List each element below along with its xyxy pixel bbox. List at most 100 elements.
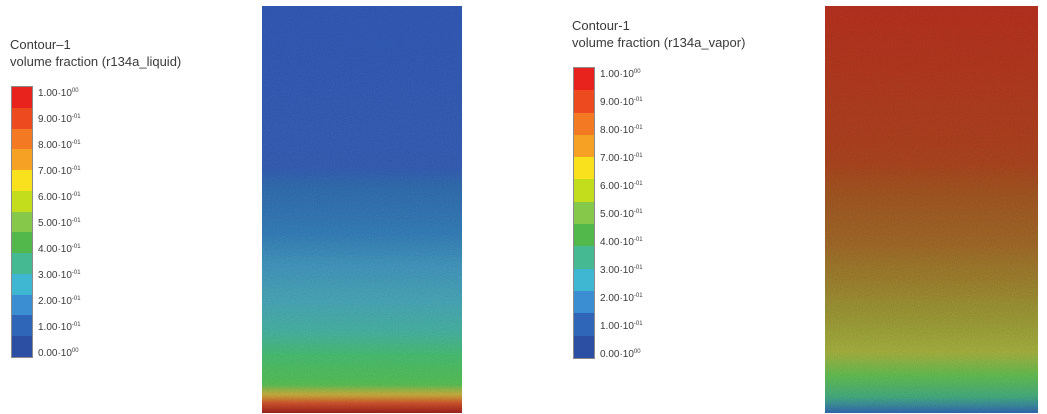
tick-label: 0.00·1000 [600,346,641,361]
tick-mantissa: 9.00·10 [38,114,72,125]
colorbar-segment [574,290,594,314]
tick-exponent: -01 [633,97,643,103]
contour-field-liquid-graphic [262,6,462,413]
colorbar-segment [574,68,594,91]
tick-label: 6.00·10-01 [38,189,81,204]
legend-title: Contour-1 volume fraction (r134a_vapor) [572,17,745,51]
contour-field-liquid [262,6,462,413]
tick-mantissa: 1.00·10 [600,321,634,332]
tick-exponent: -01 [633,153,643,159]
colorbar-segment [574,90,594,113]
tick-mantissa: 8.00·10 [38,140,72,151]
tick-exponent: -01 [633,293,643,299]
tick-label: 3.00·10-01 [600,262,643,277]
tick-label: 2.00·10-01 [38,293,81,308]
tick-mantissa: 0.00·10 [600,349,634,360]
colorbar-segment [12,336,32,357]
tick-exponent: -01 [71,296,81,302]
legend-title-line2: volume fraction (r134a_liquid) [10,54,182,69]
colorbar-segment [574,157,594,180]
colorbar-segment [12,273,32,295]
tick-exponent: -01 [633,321,643,327]
tick-mantissa: 1.00·10 [600,69,634,80]
tick-mantissa: 1.00·10 [38,322,72,333]
colorbar-segment [12,232,32,254]
tick-exponent: 00 [633,349,641,355]
colorbar-segment [12,190,32,212]
tick-label: 1.00·1000 [38,85,79,100]
colorbar-segment [574,112,594,135]
tick-mantissa: 4.00·10 [600,237,634,248]
tick-mantissa: 8.00·10 [600,125,634,136]
colorbar-segment [574,268,594,291]
colorbar-segment [574,201,594,225]
tick-label: 9.00·10-01 [600,94,643,109]
tick-mantissa: 2.00·10 [38,296,72,307]
legend-title-line1: Contour-1 [572,18,630,33]
tick-label: 8.00·10-01 [600,122,643,137]
tick-mantissa: 4.00·10 [38,244,72,255]
colorbar-segment [12,294,32,316]
tick-mantissa: 2.00·10 [600,293,634,304]
colorbar-segment [574,179,594,202]
tick-label: 5.00·10-01 [600,206,643,221]
tick-exponent: -01 [71,218,81,224]
tick-exponent: -01 [633,181,643,187]
tick-exponent: -01 [633,237,643,243]
tick-labels: 1.00·1000 9.00·10-01 8.00·10-01 7.00·10-01 6… [600,66,700,360]
tick-mantissa: 6.00·10 [600,181,634,192]
colorbar-segment [574,313,594,336]
legend-title-line2: volume fraction (r134a_vapor) [572,35,746,50]
tick-mantissa: 7.00·10 [38,166,72,177]
tick-label: 4.00·10-01 [600,234,643,249]
tick-exponent: -01 [71,192,81,198]
tick-mantissa: 5.00·10 [38,218,72,229]
tick-mantissa: 5.00·10 [600,209,634,220]
tick-label: 0.00·1000 [38,345,79,360]
tick-mantissa: 6.00·10 [38,192,72,203]
tick-mantissa: 3.00·10 [600,265,634,276]
tick-exponent: 00 [71,348,79,354]
tick-label: 4.00·10-01 [38,241,81,256]
tick-exponent: -01 [633,125,643,131]
colorbar-segment [12,87,32,108]
tick-label: 2.00·10-01 [600,290,643,305]
tick-mantissa: 1.00·10 [38,88,72,99]
colorbar-segment [574,224,594,247]
tick-exponent: 00 [71,88,79,94]
tick-label: 9.00·10-01 [38,111,81,126]
colorbar-segment [12,170,32,191]
tick-exponent: -01 [71,166,81,172]
tick-label: 5.00·10-01 [38,215,81,230]
tick-label: 1.00·10-01 [600,318,643,333]
tick-label: 1.00·10-01 [38,319,81,334]
colorbar-segment [574,335,594,358]
legend-title: Contour–1 volume fraction (r134a_liquid) [10,36,181,70]
colorbar-segment [574,134,594,158]
colorbar-segment [574,246,594,269]
tick-exponent: -01 [633,209,643,215]
colorbar-segment [12,211,32,233]
tick-label: 6.00·10-01 [600,178,643,193]
tick-label: 8.00·10-01 [38,137,81,152]
colorbar-segment [12,149,32,171]
colorbar [573,67,595,359]
tick-label: 7.00·10-01 [38,163,81,178]
tick-label: 1.00·1000 [600,66,641,81]
colorbar-segment [12,253,32,274]
colorbar-segment [12,107,32,129]
tick-labels: 1.00·1000 9.00·10-01 8.00·10-01 7.00·10-01 6… [38,85,138,359]
contour-field-vapor [825,6,1038,413]
tick-mantissa: 0.00·10 [38,348,72,359]
tick-exponent: -01 [71,114,81,120]
tick-label: 7.00·10-01 [600,150,643,165]
tick-exponent: -01 [71,270,81,276]
tick-mantissa: 9.00·10 [600,97,634,108]
tick-exponent: -01 [71,244,81,250]
tick-label: 3.00·10-01 [38,267,81,282]
tick-exponent: -01 [71,322,81,328]
legend-title-line1: Contour–1 [10,37,71,52]
tick-exponent: -01 [633,265,643,271]
contour-field-vapor-graphic [825,6,1038,413]
colorbar-segment [12,128,32,150]
